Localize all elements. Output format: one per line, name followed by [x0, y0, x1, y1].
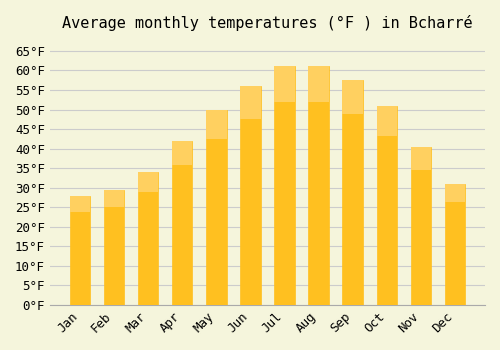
Bar: [274, 66, 294, 305]
Bar: [172, 141, 193, 305]
Bar: [342, 80, 363, 305]
Bar: [274, 66, 294, 102]
Bar: [206, 110, 227, 139]
Bar: [376, 106, 397, 305]
Bar: [445, 184, 465, 202]
Bar: [445, 184, 465, 305]
Title: Average monthly temperatures (°F ) in Bcharré: Average monthly temperatures (°F ) in Bc…: [62, 15, 472, 31]
Bar: [70, 196, 90, 212]
Bar: [410, 147, 431, 170]
Bar: [376, 106, 397, 135]
Bar: [308, 66, 329, 102]
Bar: [240, 86, 260, 119]
Bar: [342, 80, 363, 114]
Bar: [240, 86, 260, 305]
Bar: [104, 190, 124, 207]
Bar: [308, 66, 329, 305]
Bar: [172, 141, 193, 166]
Bar: [104, 190, 124, 305]
Bar: [70, 196, 90, 305]
Bar: [138, 172, 158, 305]
Bar: [410, 147, 431, 305]
Bar: [138, 172, 158, 192]
Bar: [206, 110, 227, 305]
